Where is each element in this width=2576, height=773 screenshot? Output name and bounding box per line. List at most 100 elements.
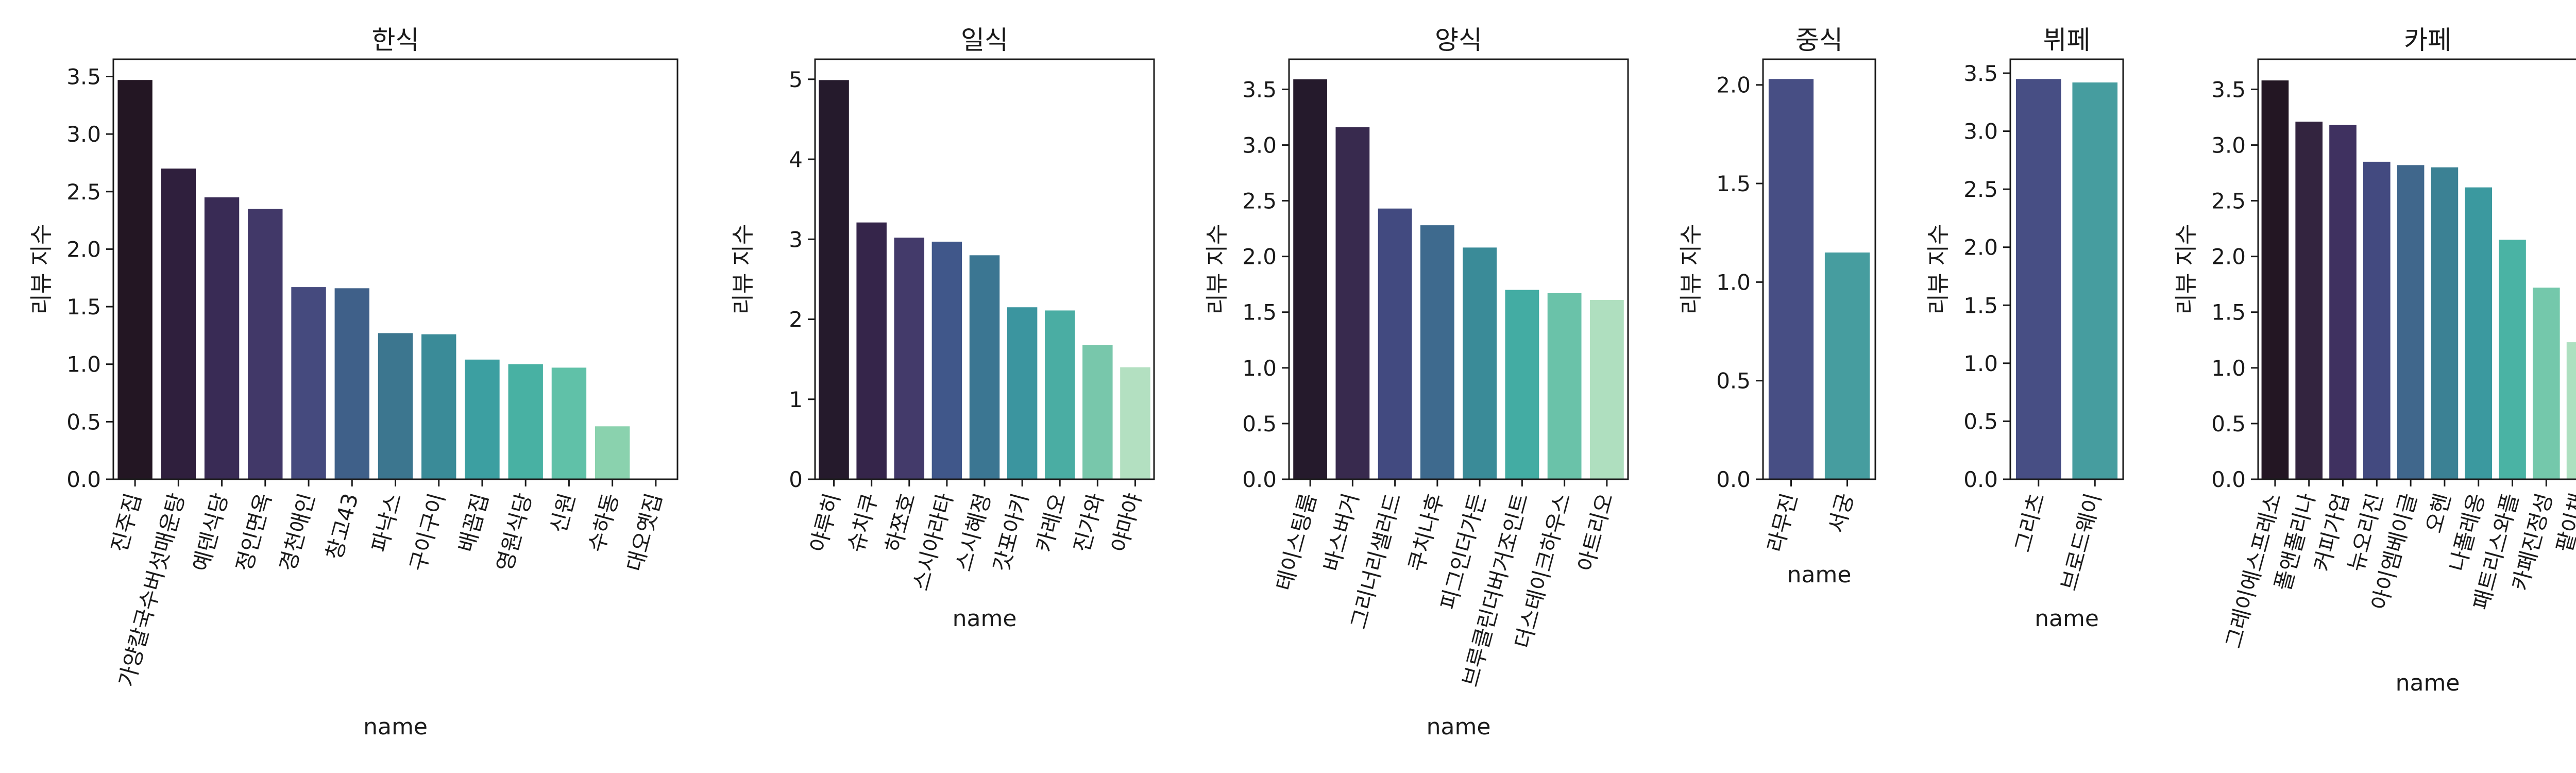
y-tick-label: 1.0 — [1963, 351, 1998, 376]
y-tick-label: 2.5 — [2211, 189, 2246, 214]
y-tick-label: 2.0 — [1242, 244, 1277, 270]
y-tick-label: 0 — [789, 467, 803, 492]
chart-title: 카페 — [2404, 25, 2451, 55]
chart-panel-2: 일식012345야루히슈치쿠하쪼호스시아라타스시혜정갓포아키카레오진가와야마야리… — [730, 25, 1155, 632]
x-tick-label: 영원식당 — [492, 491, 537, 574]
bar-패트리스와플 — [2499, 240, 2526, 479]
x-tick-label: 수하동 — [584, 491, 623, 555]
y-tick-label: 0.0 — [1242, 467, 1277, 492]
x-tick-label: 쿠치나후 — [1403, 491, 1448, 574]
x-tick-label: 진가와 — [1069, 491, 1109, 555]
y-tick-label: 0.5 — [66, 409, 101, 434]
chart-panel-1: 한식0.00.51.01.52.02.53.03.5진주집가양칼국수버섯매운탕예… — [28, 25, 679, 740]
y-tick-label: 2.0 — [2211, 244, 2246, 270]
bar-바스버거 — [1335, 127, 1370, 480]
bar-하쪼호 — [894, 238, 925, 479]
y-axis-label: 리뷰 지수 — [1678, 224, 1704, 315]
y-tick-label: 3.0 — [1242, 132, 1277, 158]
bar-폴앤폴리나 — [2295, 122, 2323, 479]
x-tick-label: 경천애인 — [275, 491, 319, 574]
plot-frame — [2257, 58, 2576, 480]
x-tick-label: 바스버거 — [1319, 491, 1364, 574]
bar-가양칼국수버섯매운탕 — [161, 169, 196, 479]
chart-title: 양식 — [1435, 25, 1482, 55]
bar-진가와 — [1082, 345, 1113, 479]
plot-frame — [1762, 58, 1876, 480]
y-tick-label: 2.5 — [66, 179, 101, 205]
chart-panel-6: 카페0.00.51.01.52.02.53.03.5그레이에스프레소폴앤폴리나커… — [2173, 25, 2576, 696]
y-tick-label: 3.0 — [2211, 132, 2246, 158]
x-axis-label: name — [363, 714, 428, 740]
y-tick-label: 3.5 — [66, 64, 101, 89]
y-tick-label: 3.5 — [1242, 77, 1277, 102]
y-tick-label: 1.5 — [2211, 300, 2246, 325]
y-axis-label: 리뷰 지수 — [1925, 224, 1952, 315]
y-tick-label: 1.0 — [2211, 356, 2246, 381]
x-tick-label: 카레오 — [1031, 491, 1071, 555]
bar-구이구이 — [421, 334, 456, 479]
bar-라무진 — [1768, 79, 1814, 479]
x-tick-label: 파낙스 — [367, 491, 406, 555]
y-tick-label: 4 — [789, 147, 803, 172]
y-tick-label: 1.0 — [66, 352, 101, 377]
bar-스시아라타 — [931, 241, 962, 479]
x-axis-label: name — [953, 606, 1017, 632]
bar-더스테이크하우스 — [1547, 293, 1582, 479]
y-tick-label: 3.0 — [1963, 119, 1998, 144]
chart-title: 뷔페 — [2043, 25, 2091, 55]
chart-panel-5: 뷔페 0.0 0.5 1.0 1.5 2.0 2.5 3.0 3.5 그리츠 브로드웨이 리뷰 지수 n… — [1925, 25, 2124, 632]
y-tick-label: 5 — [789, 67, 803, 92]
bar-갓포아키 — [1007, 307, 1038, 479]
x-tick-label: 스시혜정 — [951, 491, 995, 574]
chart-title: 한식 — [372, 25, 419, 55]
x-tick-label: 라무진 — [1762, 491, 1802, 555]
bar-나폴레옹 — [2465, 187, 2493, 479]
x-tick-label: 구이구이 — [405, 491, 450, 574]
x-tick-label: 신원 — [546, 491, 580, 535]
x-tick-label: 오헨 — [2421, 491, 2455, 535]
x-axis-label: name — [2035, 606, 2099, 632]
x-tick-label: 서궁 — [1824, 491, 1858, 535]
bar-예덴식당 — [204, 197, 240, 479]
bar-아이엠베이글 — [2397, 165, 2425, 479]
y-axis-label: 리뷰 지수 — [28, 224, 55, 315]
x-tick-label: 브로드웨이 — [2056, 491, 2106, 593]
bar-진주집 — [117, 80, 152, 480]
bar-정인면옥 — [248, 209, 283, 479]
x-tick-label: 야루히 — [805, 491, 845, 555]
bar-수하동 — [595, 426, 630, 479]
x-tick-label: 창고43 — [321, 491, 363, 562]
y-axis-label: 리뷰 지수 — [2173, 224, 2199, 315]
y-tick-label: 0.0 — [2211, 467, 2246, 492]
bar-서궁 — [1824, 252, 1870, 479]
plot-frame — [1288, 58, 1629, 480]
y-tick-label: 0.0 — [1963, 467, 1998, 492]
x-axis-label: name — [1427, 714, 1491, 740]
x-tick-label: 배꼽집 — [453, 491, 493, 555]
plot-frame — [2009, 58, 2124, 480]
x-tick-label: 아트리오 — [1573, 491, 1618, 574]
bar-야마야 — [1120, 367, 1150, 479]
bar-파낙스 — [378, 333, 413, 479]
x-tick-label: 슈치쿠 — [843, 491, 883, 555]
bar-커피가업 — [2329, 125, 2357, 480]
x-tick-label: 갓포아키 — [988, 491, 1033, 574]
bar-영원식당 — [508, 364, 543, 479]
y-tick-label: 3.5 — [2211, 77, 2246, 102]
x-tick-label: 진주집 — [106, 491, 146, 555]
y-tick-label: 3 — [789, 227, 803, 252]
chart-panel-3: 양식0.00.51.01.52.02.53.03.5테이스팅룸바스버거그리너리샐… — [1204, 25, 1629, 740]
y-tick-label: 0.5 — [1242, 411, 1277, 436]
y-tick-label: 3.0 — [66, 122, 101, 147]
bar-피그인더가든 — [1463, 247, 1497, 479]
y-tick-label: 2.0 — [66, 237, 101, 262]
y-tick-label: 1.5 — [1963, 293, 1998, 318]
y-tick-label: 0.5 — [2211, 411, 2246, 436]
bar-슈치쿠 — [856, 222, 887, 479]
bar-뉴오리진 — [2363, 161, 2391, 479]
y-tick-label: 1.5 — [1242, 300, 1277, 325]
x-axis-label: name — [2396, 670, 2460, 696]
chart-panel-4: 중식 0.0 0.5 1.0 1.5 2.0 라무진 서궁 리뷰 지수 name — [1678, 25, 1876, 588]
bar-카페진정성 — [2532, 288, 2560, 479]
